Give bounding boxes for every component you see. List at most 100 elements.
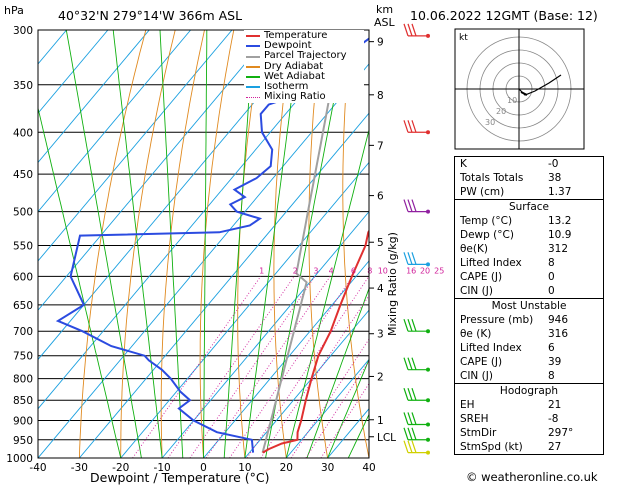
legend-swatch: [246, 45, 260, 48]
legend-item: Dry Adiabat: [244, 61, 364, 72]
table-row-label: StmDir: [460, 427, 497, 439]
table-row-value: 8: [548, 370, 555, 382]
km-label: km: [376, 3, 394, 16]
mixing-ratio-line: [320, 382, 369, 458]
wet-adiabat-line: [38, 106, 122, 458]
dry-adiabat-line: [342, 30, 369, 458]
dry-adiabat-line: [199, 30, 235, 458]
wind-barb: [403, 357, 430, 372]
mixing-ratio-line: [205, 276, 331, 458]
pressure-tick-label: 600: [13, 271, 33, 283]
temperature-tick-label: 10: [238, 462, 251, 474]
wet-adiabat-line: [65, 30, 142, 458]
table-row-label: θe (K): [460, 328, 492, 340]
mixing-ratio-line: [189, 276, 316, 458]
table-row: CAPE (J) 0: [455, 270, 603, 284]
mixing-ratio-line: [260, 294, 369, 458]
mixing-ratio-line: [229, 276, 353, 458]
pressure-tick-label: 850: [13, 395, 33, 407]
table-row-value: 297°: [548, 427, 574, 439]
table-row-value: 39: [548, 356, 562, 368]
wind-barb: [403, 319, 430, 334]
mixing-ratio-label: 3: [313, 266, 318, 275]
indices-table: K -0 Totals Totals 38 PW (cm) 1.37 Surface Te…: [454, 156, 604, 455]
surface-title: Surface: [508, 201, 549, 213]
table-row-value: 0: [548, 285, 555, 297]
legend: Temperature Dewpoint Parcel Trajectory Dry …: [244, 30, 364, 104]
table-row-value: 316: [548, 328, 569, 340]
table-row: Temp (°C) 13.2: [455, 214, 603, 228]
table-row-label: Totals Totals: [460, 172, 524, 184]
hodograph-ring-label: 20: [496, 107, 506, 116]
legend-swatch: [246, 65, 260, 68]
dry-adiabat-line: [308, 30, 329, 458]
wind-barb: [403, 23, 430, 38]
temperature-tick-label: -20: [112, 462, 129, 474]
wind-barb: [403, 440, 430, 455]
station-location: 40°32'N 279°14'W 366m ASL: [58, 8, 243, 23]
table-row-value: -0: [548, 158, 559, 170]
isotherm-line: [285, 358, 369, 458]
mixing-ratio-line: [132, 276, 262, 458]
km-tick-label: 8: [377, 90, 384, 102]
wet-adiabat-line: [112, 30, 163, 458]
legend-swatch: [246, 75, 260, 78]
pressure-tick-label: 1000: [6, 453, 33, 465]
legend-label: Temperature: [264, 30, 328, 41]
mixing-ratio-line: [305, 360, 369, 458]
temperature-tick-label: -30: [71, 462, 88, 474]
km-tick-label: 7: [377, 140, 384, 152]
table-row-value: -8: [548, 413, 559, 425]
temperature-tick-label: 40: [362, 462, 375, 474]
storm-motion-marker: [520, 91, 528, 96]
temperature-tick-label: -10: [154, 462, 171, 474]
table-row-label: PW (cm): [460, 186, 505, 198]
legend-label: Isotherm: [264, 81, 309, 93]
temperature-tick-label: 20: [280, 462, 293, 474]
table-row-label: StmSpd (kt): [460, 441, 523, 453]
mixing-ratio-label: 4: [329, 266, 334, 275]
legend-swatch: [246, 35, 260, 38]
wind-barb: [403, 199, 430, 214]
wet-adiabat-line: [223, 30, 255, 458]
legend-item: Isotherm: [244, 81, 364, 93]
dry-adiabat-line: [615, 30, 629, 458]
table-row-label: Lifted Index: [460, 257, 522, 269]
table-row: Lifted Index 6: [455, 341, 603, 355]
table-row-value: 38: [548, 172, 562, 184]
isotherm-line: [161, 211, 369, 458]
table-row-value: 27: [548, 441, 562, 453]
table-row: EH 21: [455, 398, 603, 412]
mixing-ratio-label: 10: [378, 266, 388, 275]
table-row: Totals Totals 38: [455, 171, 603, 185]
legend-swatch: [246, 86, 260, 89]
table-row-value: 10.9: [548, 229, 572, 241]
table-row-value: 6: [548, 342, 555, 354]
km-tick-label: 9: [377, 37, 384, 49]
wet-adiabat-line: [265, 30, 348, 458]
legend-item: Temperature: [244, 30, 364, 41]
pressure-tick-label: 950: [13, 435, 33, 447]
table-row-label: θe(K): [460, 243, 488, 255]
pressure-tick-label: 750: [13, 351, 33, 363]
table-row-value: 312: [548, 243, 569, 255]
table-row-label: Pressure (mb): [460, 314, 534, 326]
footer-credit: © weatheronline.co.uk: [466, 470, 598, 484]
plot-frame: [37, 29, 370, 459]
asl-label: ASL: [374, 16, 395, 29]
wind-barb: [403, 252, 430, 267]
mixing-ratio-label: 6: [351, 266, 356, 275]
table-row-value: 8: [548, 257, 555, 269]
pressure-tick-label: 550: [13, 240, 33, 252]
dry-adiabat-line: [120, 30, 176, 458]
km-tick-label: 1: [377, 415, 384, 427]
pressure-tick-label: 300: [13, 25, 33, 37]
pressure-tick-label: 800: [13, 374, 33, 386]
table-row-label: CIN (J): [460, 370, 493, 382]
wet-adiabat-line: [244, 30, 301, 458]
table-row: Lifted Index 8: [455, 256, 603, 270]
table-row: SREH -8: [455, 412, 603, 426]
dewpoint-profile-line: [55, 37, 369, 453]
parcel-trajectory-line: [261, 41, 341, 453]
wet-adiabat-line: [306, 287, 369, 458]
